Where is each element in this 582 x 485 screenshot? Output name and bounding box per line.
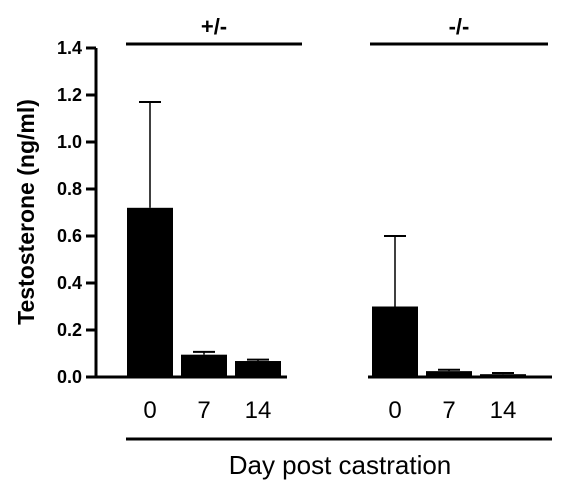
bar (480, 374, 526, 377)
bar (426, 371, 472, 377)
bars: 0 7 14 0 7 14 (96, 101, 552, 424)
x-tick-label: 14 (490, 397, 517, 424)
y-tick-label: 0.0 (57, 367, 82, 387)
bar (127, 207, 173, 377)
group-brackets: +/- -/- (126, 14, 548, 46)
group-label: +/- (201, 14, 227, 39)
x-axis-title: Day post castration (229, 450, 452, 480)
x-tick-label: 7 (197, 397, 210, 424)
bar (372, 306, 418, 377)
x-tick-label: 0 (388, 397, 401, 424)
x-tick-label: 7 (442, 397, 455, 424)
y-axis-title: Testosterone (ng/ml) (13, 99, 39, 325)
y-tick-label: 1.0 (57, 132, 82, 152)
bar (181, 354, 227, 377)
bar (235, 361, 281, 377)
group-label: -/- (449, 14, 470, 39)
x-tick-label: 14 (245, 397, 272, 424)
y-tick-label: 0.4 (57, 273, 82, 293)
y-tick-label: 1.2 (57, 85, 82, 105)
y-tick-label: 1.4 (57, 38, 82, 58)
y-axis: 0.0 0.2 0.4 0.6 0.8 1.0 1.2 1.4 (57, 38, 98, 387)
y-tick-label: 0.2 (57, 320, 82, 340)
y-tick-label: 0.6 (57, 226, 82, 246)
x-tick-label: 0 (143, 397, 156, 424)
y-tick-label: 0.8 (57, 179, 82, 199)
